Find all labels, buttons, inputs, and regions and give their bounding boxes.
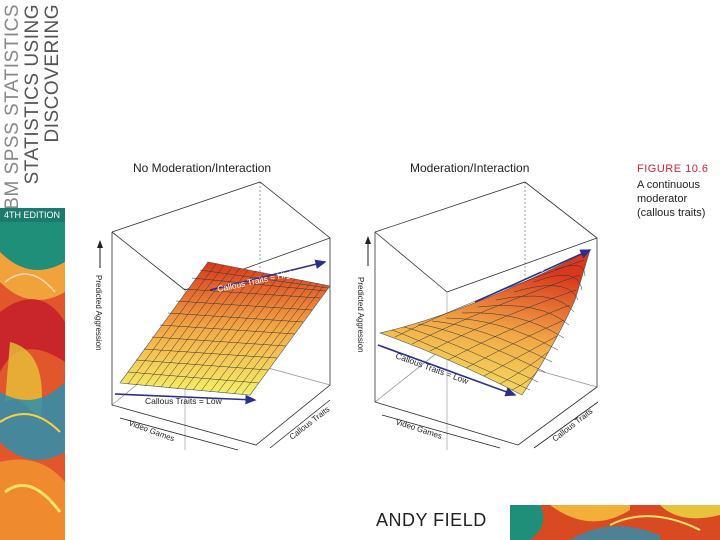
left-z-axis-label: Callous Traits	[288, 405, 332, 442]
left-z-axis-line	[269, 399, 331, 449]
book-title-block: DISCOVERING STATISTICS USING IBM SPSS ST…	[0, 0, 65, 216]
figure-number: FIGURE 10.6	[637, 163, 709, 175]
right-z-axis-line	[533, 401, 599, 449]
right-surface	[378, 249, 591, 396]
figure-caption: A continuous moderator (callous traits)	[637, 179, 706, 219]
left-surface-grid	[127, 263, 329, 395]
panel-title-no-moderation: No Moderation/Interaction	[133, 161, 272, 175]
right-x-axis-line	[381, 414, 501, 449]
book-cover-strip: DISCOVERING STATISTICS USING IBM SPSS ST…	[0, 0, 65, 540]
left-high-arrow	[209, 259, 327, 291]
right-surface-grid	[391, 259, 586, 391]
footer-artwork	[510, 505, 720, 540]
left-x-axis-line	[119, 417, 239, 451]
right-y-axis-arrowhead	[365, 236, 371, 244]
cover-artwork	[0, 222, 65, 540]
edition-badge: 4TH EDITION	[0, 208, 65, 222]
author-name: ANDY FIELD	[376, 510, 487, 530]
left-low-arrow	[114, 393, 257, 405]
right-y-axis-label: Predicted Aggression	[356, 277, 365, 353]
right-z-axis-label: Callous Traits	[551, 407, 595, 444]
left-y-axis-label: Predicted Aggression	[94, 275, 103, 351]
right-high-arrow	[474, 249, 592, 303]
left-low-label: Callous Traits = Low	[145, 396, 223, 406]
panel-title-moderation: Moderation/Interaction	[410, 161, 530, 175]
left-plot: Callous Traits = High Callous Traits = L…	[94, 181, 332, 451]
left-y-axis-arrowhead	[97, 240, 103, 248]
right-low-arrow	[377, 344, 517, 397]
right-plot: Callous Traits = High Callous Traits = L…	[356, 181, 599, 450]
